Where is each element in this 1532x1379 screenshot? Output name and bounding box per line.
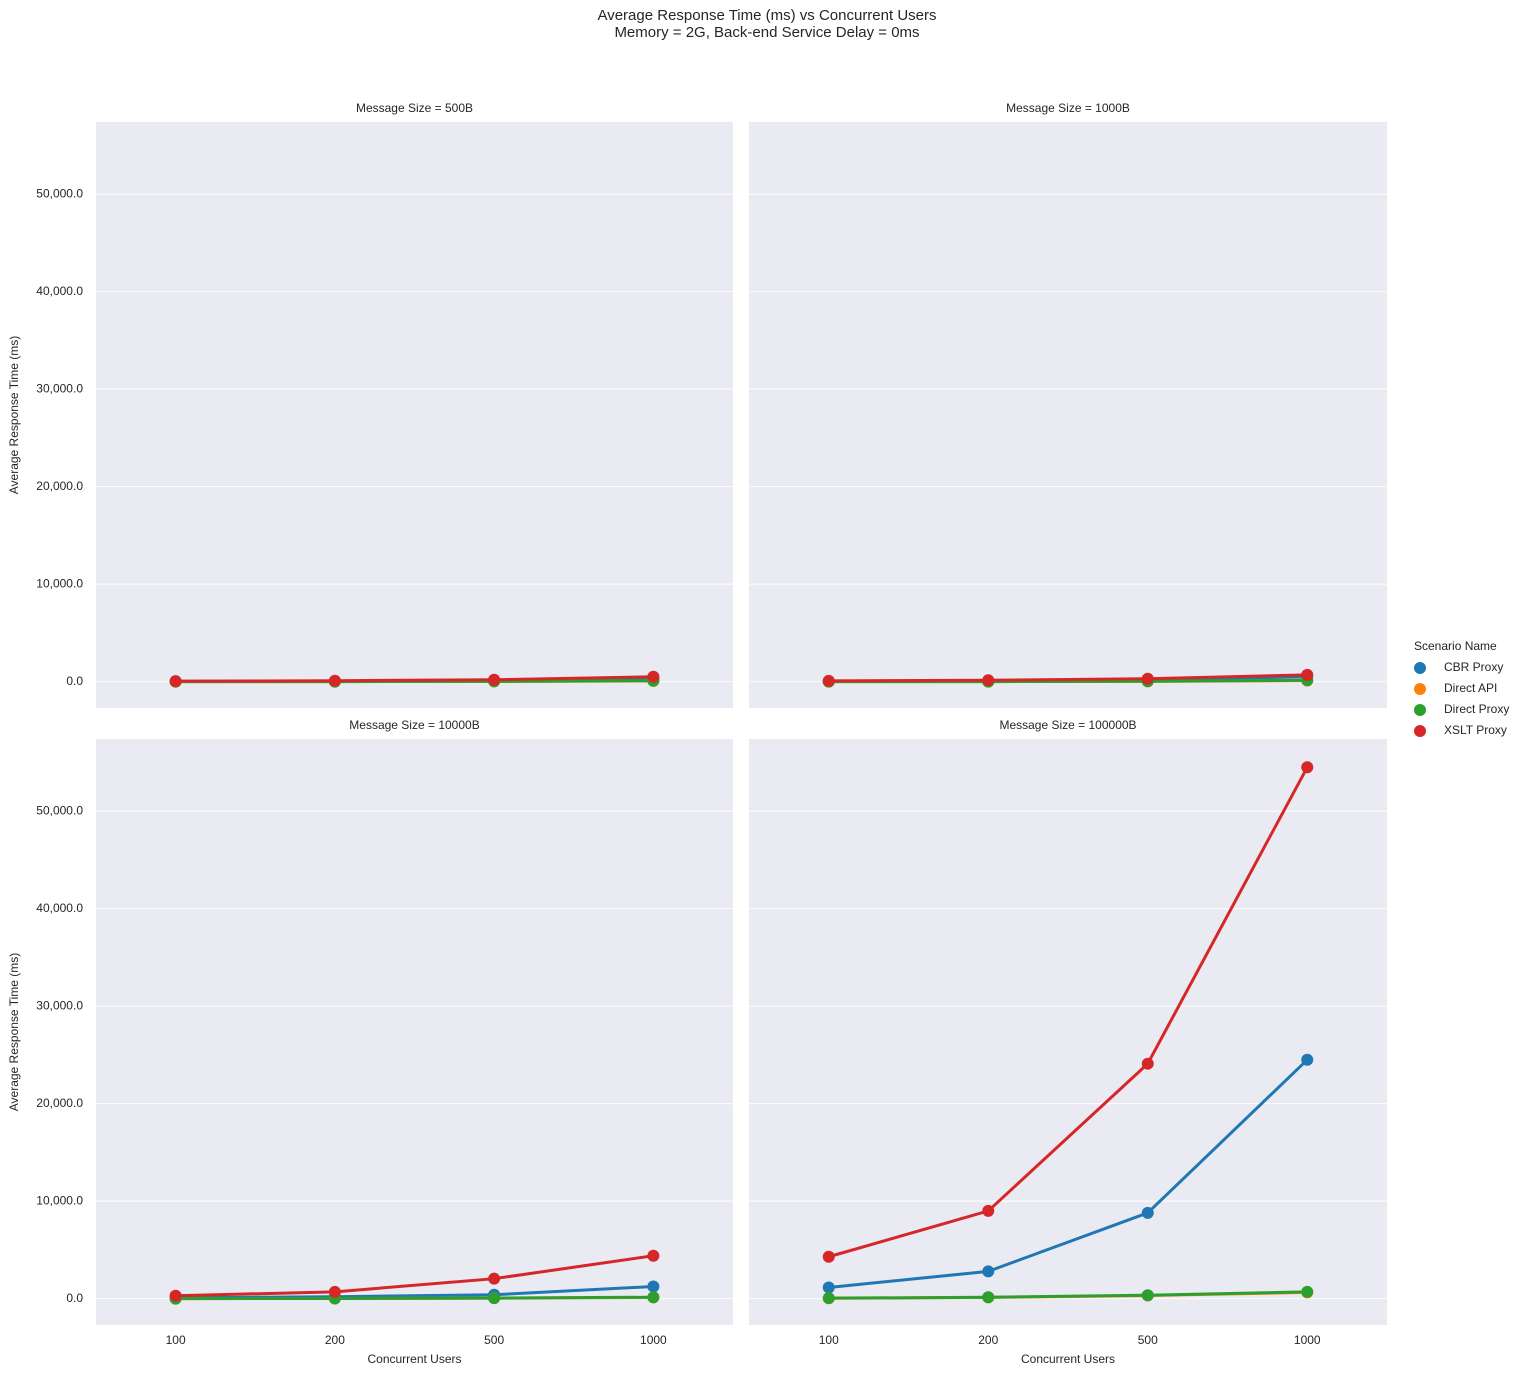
data-point [822, 1292, 835, 1305]
x-tick-label: 100 [166, 1333, 186, 1347]
series-line [828, 1058, 1309, 1289]
legend-label: CBR Proxy [1444, 660, 1503, 674]
data-point [1301, 761, 1314, 774]
x-tick-label: 500 [1138, 1333, 1158, 1347]
data-point [488, 1292, 501, 1305]
data-point [1141, 672, 1154, 685]
x-tick-label: 200 [325, 1333, 345, 1347]
y-tick-label: 20,000.0 [36, 1096, 83, 1110]
plot-background [749, 122, 1387, 708]
y-tick-label: 30,000.0 [36, 381, 83, 395]
series-line [175, 1295, 654, 1301]
panel-title: Message Size = 10000B [349, 718, 479, 732]
x-tick-label: 200 [978, 1333, 998, 1347]
y-tick-label: 0.0 [66, 674, 83, 688]
data-point [822, 674, 835, 687]
data-point [822, 1281, 835, 1294]
data-point [1301, 668, 1314, 681]
data-point [1301, 1285, 1314, 1298]
data-point [328, 1285, 341, 1298]
data-point [488, 673, 501, 686]
y-tick-label: 20,000.0 [36, 479, 83, 493]
y-tick-label: 50,000.0 [36, 186, 83, 200]
figure-subtitle: Memory = 2G, Back-end Service Delay = 0m… [614, 24, 919, 41]
legend-marker [1414, 683, 1426, 695]
legend-marker [1414, 704, 1426, 716]
legend-marker [1414, 725, 1426, 737]
legend-label: Direct API [1444, 681, 1497, 695]
figure-title: Average Response Time (ms) vs Concurrent… [597, 7, 936, 24]
data-point [982, 1265, 995, 1278]
y-axis-label: Average Response Time (ms) [7, 336, 21, 495]
series-line [175, 1254, 654, 1298]
series-line [828, 766, 1309, 1259]
series-line [828, 1290, 1308, 1300]
panel-title: Message Size = 100000B [999, 718, 1136, 732]
data-point [169, 1289, 182, 1302]
y-tick-label: 40,000.0 [36, 284, 83, 298]
data-point [647, 1280, 660, 1293]
x-tick-label: 100 [819, 1333, 839, 1347]
y-tick-label: 40,000.0 [36, 901, 83, 915]
plot-background [96, 122, 733, 708]
x-tick-label: 500 [484, 1333, 504, 1347]
panel-title: Message Size = 500B [356, 101, 473, 115]
y-tick-label: 30,000.0 [36, 998, 83, 1012]
legend-title: Scenario Name [1414, 639, 1497, 653]
data-point [647, 1291, 660, 1304]
data-point [1301, 1053, 1314, 1066]
x-axis-label: Concurrent Users [1021, 1352, 1115, 1366]
data-point [1141, 1206, 1154, 1219]
x-tick-label: 1000 [640, 1333, 667, 1347]
legend-label: XSLT Proxy [1444, 723, 1507, 737]
y-tick-label: 10,000.0 [36, 576, 83, 590]
data-point [647, 1249, 660, 1262]
legend-label: Direct Proxy [1444, 702, 1509, 716]
panel-title: Message Size = 1000B [1006, 101, 1130, 115]
data-point [169, 675, 182, 688]
data-point [647, 670, 660, 683]
data-point [822, 1250, 835, 1263]
legend-marker [1414, 662, 1426, 674]
data-point [982, 1204, 995, 1217]
data-point [328, 674, 341, 687]
x-axis-label: Concurrent Users [367, 1352, 461, 1366]
data-point [982, 674, 995, 687]
plot-background [96, 739, 733, 1325]
data-point [1141, 1289, 1154, 1302]
series-line [828, 673, 1308, 683]
data-point [488, 1272, 501, 1285]
y-tick-label: 50,000.0 [36, 803, 83, 817]
data-point [982, 1291, 995, 1304]
plot-background [749, 739, 1387, 1325]
y-tick-label: 10,000.0 [36, 1193, 83, 1207]
x-tick-label: 1000 [1294, 1333, 1321, 1347]
series-line [175, 675, 654, 683]
y-axis-label: Average Response Time (ms) [7, 953, 21, 1112]
y-tick-label: 0.0 [66, 1291, 83, 1305]
data-point [1141, 1057, 1154, 1070]
